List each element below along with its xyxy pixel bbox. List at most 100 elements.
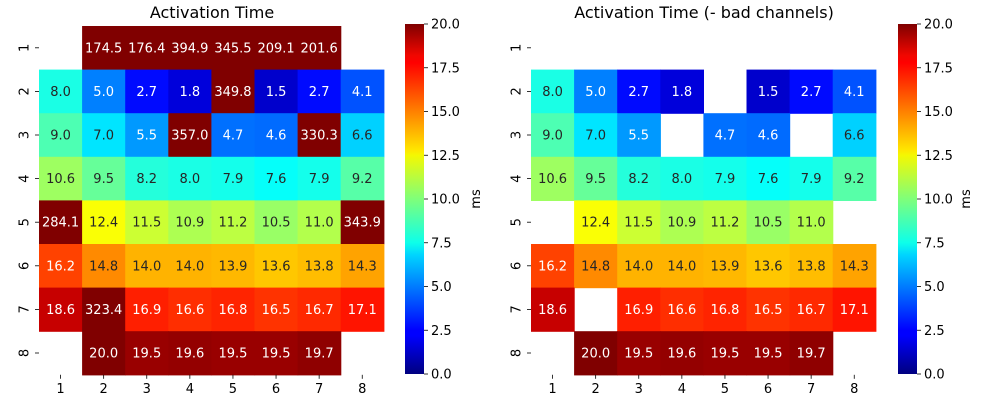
- cell-value-label: 19.5: [754, 347, 783, 362]
- colorbar-tick-label: 10.0: [431, 193, 460, 208]
- cell-value-label: 16.6: [667, 303, 696, 318]
- cell-value-label: 2.7: [136, 85, 157, 100]
- cell-value-label: 14.0: [624, 259, 653, 274]
- colorbar-tick-label: 20.0: [924, 18, 953, 33]
- heatmap-cell: [125, 331, 169, 376]
- cell-value-label: 11.5: [624, 216, 653, 231]
- cell-value-label: 16.5: [754, 303, 783, 318]
- heatmap-cell: [39, 156, 83, 201]
- chart-title: Activation Time (- bad channels): [574, 3, 834, 22]
- heatmap-cell: [340, 200, 385, 245]
- colorbar: 0.0 2.5 5.0 7.5 10.0 12.5 15.0 17.5 20.0 ms: [898, 18, 974, 383]
- heatmap-cell: [789, 331, 834, 376]
- x-tick-label: 8: [358, 382, 366, 397]
- y-tick-label: 8: [510, 349, 525, 357]
- x-tick-label: 4: [186, 382, 194, 397]
- cell-value-label: 8.0: [672, 172, 693, 187]
- cell-value-label: 13.9: [218, 259, 247, 274]
- colorbar-tick-label: 12.5: [924, 149, 953, 164]
- y-tick-label: 2: [510, 87, 525, 95]
- cell-value-label: 9.5: [93, 172, 114, 187]
- cell-value-label: 9.2: [352, 172, 373, 187]
- cell-value-label: 11.5: [132, 216, 161, 231]
- cell-value-label: 7.9: [801, 172, 822, 187]
- cell-value-label: 16.9: [132, 303, 161, 318]
- y-tick-label: 1: [18, 44, 33, 52]
- heatmap-cell: [340, 113, 385, 158]
- cell-value-label: 20.0: [581, 347, 610, 362]
- x-axis: 1 2 3 4 5 6 7 8: [56, 374, 366, 397]
- heatmap-cell: [125, 26, 169, 71]
- cell-value-label: 12.4: [89, 216, 118, 231]
- cell-value-label: 13.8: [305, 259, 334, 274]
- x-tick-label: 6: [272, 382, 280, 397]
- cell-value-label: 330.3: [301, 129, 338, 144]
- x-tick-label: 2: [592, 382, 600, 397]
- cell-value-label: 394.9: [171, 41, 208, 56]
- heatmap-cell: [340, 287, 385, 332]
- cell-value-label: 4.6: [758, 129, 779, 144]
- colorbar-tick-label: 15.0: [924, 105, 953, 120]
- cell-value-label: 201.6: [301, 41, 338, 56]
- heatmap-cell: [660, 69, 704, 114]
- heatmap-cell: [789, 244, 834, 289]
- cell-value-label: 8.0: [542, 85, 563, 100]
- heatmap-cell: [82, 156, 126, 201]
- colorbar-tick-label: 20.0: [431, 18, 460, 33]
- cell-value-label: 7.0: [93, 129, 114, 144]
- cell-value-label: 7.9: [715, 172, 736, 187]
- cell-value-label: 16.2: [46, 259, 75, 274]
- heatmap-cell: [254, 331, 299, 376]
- cell-value-label: 4.1: [352, 85, 373, 100]
- cell-value-label: 9.2: [844, 172, 865, 187]
- cell-value-label: 14.0: [667, 259, 696, 274]
- cell-value-label: 7.6: [266, 172, 287, 187]
- heatmap-cell: [39, 113, 83, 158]
- colorbar-tick-label: 17.5: [431, 61, 460, 76]
- cell-value-label: 18.6: [46, 303, 75, 318]
- cell-value-label: 8.2: [136, 172, 157, 187]
- cell-value-label: 343.9: [344, 216, 381, 231]
- cell-value-label: 9.0: [542, 129, 563, 144]
- cell-value-label: 5.0: [93, 85, 114, 100]
- cell-value-label: 16.8: [710, 303, 739, 318]
- x-tick-label: 3: [635, 382, 643, 397]
- heatmap-activation-time-minus-bad: Activation Time (- bad channels) 8.0 5.0 2…: [510, 3, 975, 397]
- heatmap-cell: [297, 113, 342, 158]
- x-tick-label: 7: [315, 382, 323, 397]
- chart-title: Activation Time: [150, 3, 274, 22]
- heatmap-cell: [574, 331, 618, 376]
- colorbar-tick-label: 10.0: [924, 193, 953, 208]
- x-tick-label: 8: [850, 382, 858, 397]
- y-tick-label: 1: [510, 44, 525, 52]
- heatmap-cell: [703, 244, 748, 289]
- heatmap-cell: [39, 69, 83, 114]
- heatmap-cell: [168, 156, 212, 201]
- heatmap-cell: [297, 26, 342, 71]
- x-tick-label: 5: [721, 382, 729, 397]
- heatmap-cell: [82, 244, 126, 289]
- cell-value-label: 7.9: [223, 172, 244, 187]
- heatmap-cell: [746, 113, 791, 158]
- heatmap-cell: [297, 331, 342, 376]
- cell-value-label: 5.0: [585, 85, 606, 100]
- colorbar-tick-label: 0.0: [924, 368, 945, 383]
- cell-value-label: 11.0: [305, 216, 334, 231]
- y-tick-label: 7: [18, 305, 33, 313]
- cell-value-label: 18.6: [538, 303, 567, 318]
- cell-value-label: 10.5: [262, 216, 291, 231]
- y-tick-label: 6: [18, 262, 33, 270]
- cell-value-label: 7.9: [309, 172, 330, 187]
- heatmap-cell: [168, 26, 212, 71]
- colorbar-tick-label: 12.5: [431, 149, 460, 164]
- heatmap-cell: [340, 69, 385, 114]
- heatmap-cell: [82, 200, 126, 245]
- cell-value-label: 16.5: [262, 303, 291, 318]
- heatmap-cell: [703, 200, 748, 245]
- heatmap-cell: [574, 244, 618, 289]
- heatmap-cell: [703, 331, 748, 376]
- cell-value-label: 1.5: [758, 85, 779, 100]
- heatmap-cell: [531, 113, 575, 158]
- heatmap-cells: 8.0 5.0 2.7 1.8 1.5 2.7 4.1 9.0 7.0 5.5 4.7 4.6 6.6 1…: [531, 69, 877, 376]
- heatmap-cells: 174.5 176.4 394.9 345.5 209.1 201.6 8.0 5.0 2.7 1…: [39, 26, 385, 376]
